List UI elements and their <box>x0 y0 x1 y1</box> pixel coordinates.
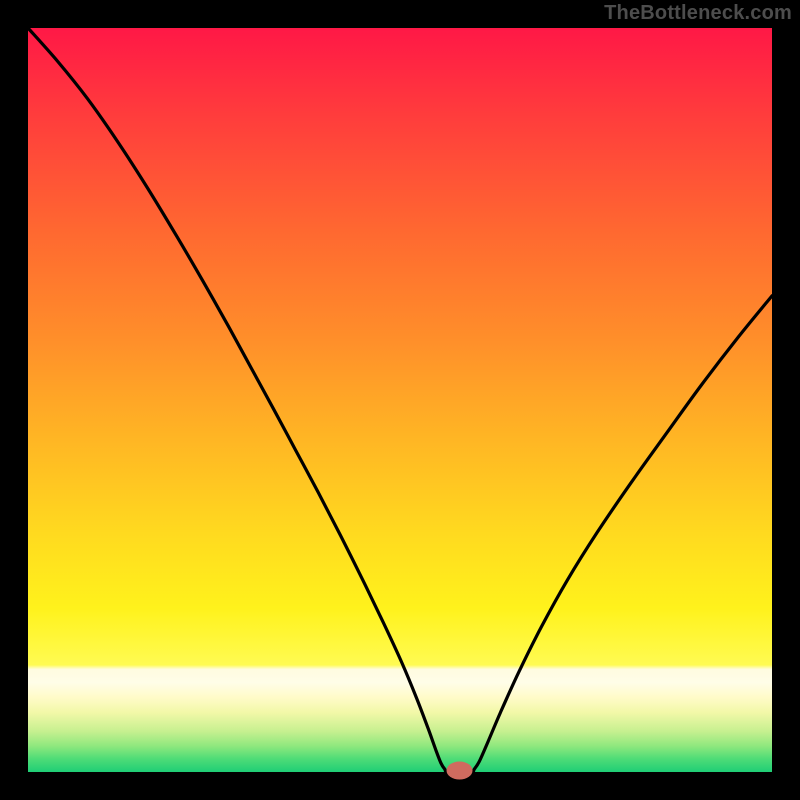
optimal-marker <box>447 762 473 780</box>
chart-container: TheBottleneck.com <box>0 0 800 800</box>
watermark-text: TheBottleneck.com <box>604 2 792 25</box>
bottleneck-chart <box>0 0 800 800</box>
